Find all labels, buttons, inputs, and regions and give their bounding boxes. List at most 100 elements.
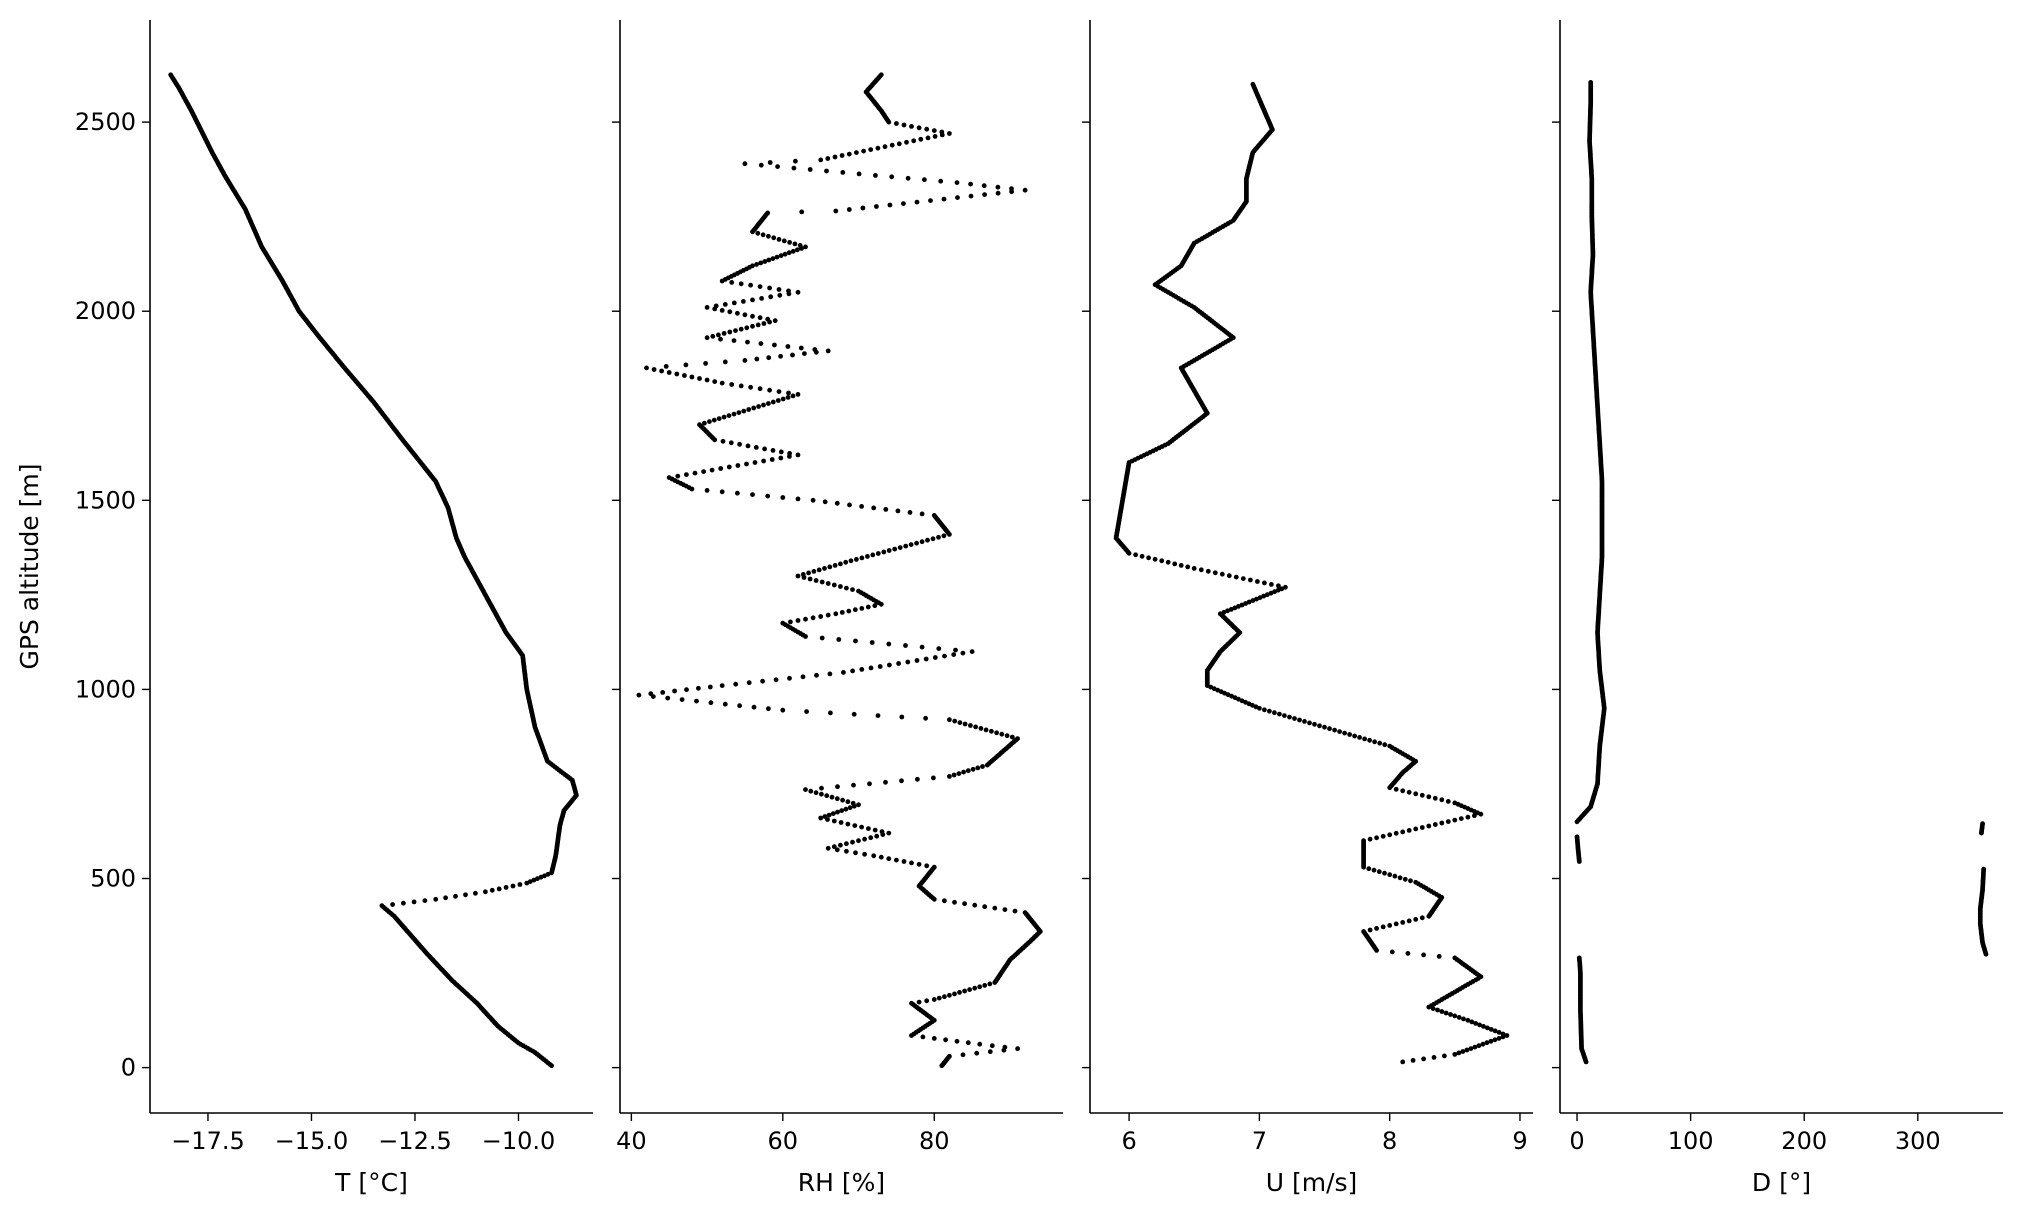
data-point — [422, 898, 428, 903]
data-point — [860, 205, 866, 211]
data-point — [765, 493, 771, 499]
data-point — [1452, 1052, 1458, 1057]
data-point — [1382, 870, 1387, 876]
data-point — [802, 351, 807, 356]
data-point — [1408, 878, 1413, 884]
data-point — [931, 775, 936, 781]
data-point — [1387, 832, 1393, 838]
data-point — [853, 638, 858, 644]
data-point — [1496, 1036, 1502, 1041]
data-point — [859, 504, 864, 509]
x-tick-label: 9 — [1512, 1127, 1527, 1155]
data-point — [750, 323, 755, 329]
data-point — [901, 201, 906, 207]
data-point — [854, 557, 859, 562]
data-point — [826, 812, 832, 818]
data-point — [1307, 720, 1312, 726]
data-point — [1389, 949, 1395, 955]
data-point — [1219, 571, 1225, 577]
data-point — [846, 207, 852, 212]
data-point — [795, 452, 801, 458]
data-point — [1139, 553, 1145, 559]
data-point — [1264, 592, 1270, 598]
data-point — [1574, 834, 1580, 840]
data-point — [874, 204, 879, 209]
data-point — [1393, 786, 1399, 792]
data-point — [834, 500, 840, 506]
data-point — [853, 850, 858, 856]
data-point — [775, 398, 781, 403]
data-point — [856, 171, 862, 177]
data-point — [1421, 952, 1426, 958]
data-point — [735, 310, 740, 316]
data-point — [850, 800, 856, 806]
data-point — [851, 782, 856, 788]
data-point — [737, 441, 742, 447]
data-point — [915, 776, 920, 782]
data-point — [704, 335, 710, 341]
data-point — [659, 368, 664, 374]
data-point — [1312, 721, 1317, 727]
data-point — [744, 325, 750, 331]
data-point — [758, 162, 764, 168]
data-point — [892, 546, 898, 552]
data-point — [839, 153, 845, 158]
data-point — [914, 540, 919, 546]
data-point — [931, 1036, 937, 1041]
data-point — [704, 488, 710, 493]
data-point — [825, 612, 831, 618]
data-point — [489, 887, 495, 893]
data-point — [1469, 1019, 1475, 1025]
data-point — [767, 285, 772, 291]
data-point — [960, 650, 966, 656]
data-point — [765, 210, 771, 216]
data-point — [674, 371, 680, 377]
data-point — [833, 208, 839, 214]
data-point — [767, 387, 772, 393]
data-point — [1480, 1041, 1486, 1047]
data-point — [1015, 736, 1020, 741]
data-point — [719, 308, 725, 313]
data-point — [931, 997, 937, 1002]
data-point — [871, 505, 877, 511]
data-point — [731, 411, 737, 417]
data-point — [719, 380, 725, 386]
data-point — [684, 687, 689, 693]
data-point — [1374, 835, 1379, 841]
data-point — [983, 727, 989, 733]
data-point — [901, 859, 907, 864]
data-point — [827, 671, 833, 677]
data-point — [889, 142, 895, 148]
data-point — [660, 690, 666, 695]
data-point — [473, 890, 478, 896]
data-point — [1327, 726, 1332, 732]
data-point — [711, 417, 717, 423]
data-point — [969, 649, 975, 654]
data-point — [1458, 816, 1464, 821]
x-tick-label: 100 — [1668, 1127, 1714, 1155]
data-point — [1419, 792, 1425, 798]
y-tick-label: 1500 — [75, 486, 136, 514]
data-point — [905, 175, 911, 181]
data-point — [804, 709, 809, 714]
data-point — [721, 331, 727, 336]
data-point — [716, 332, 721, 338]
data-point — [875, 145, 881, 151]
data-point — [742, 161, 748, 167]
data-point — [751, 704, 757, 710]
data-point — [825, 348, 831, 354]
data-point — [710, 333, 716, 339]
data-point — [942, 653, 947, 659]
data-point — [973, 724, 978, 730]
data-point — [1488, 1038, 1494, 1044]
data-point — [931, 864, 937, 870]
data-point — [751, 405, 757, 411]
data-point — [1226, 573, 1232, 579]
data-point — [936, 995, 942, 1001]
data-point — [878, 854, 884, 860]
data-point — [762, 259, 768, 264]
data-point — [1272, 589, 1277, 595]
data-point — [1022, 187, 1028, 193]
data-point — [825, 581, 831, 586]
data-point — [845, 821, 851, 827]
